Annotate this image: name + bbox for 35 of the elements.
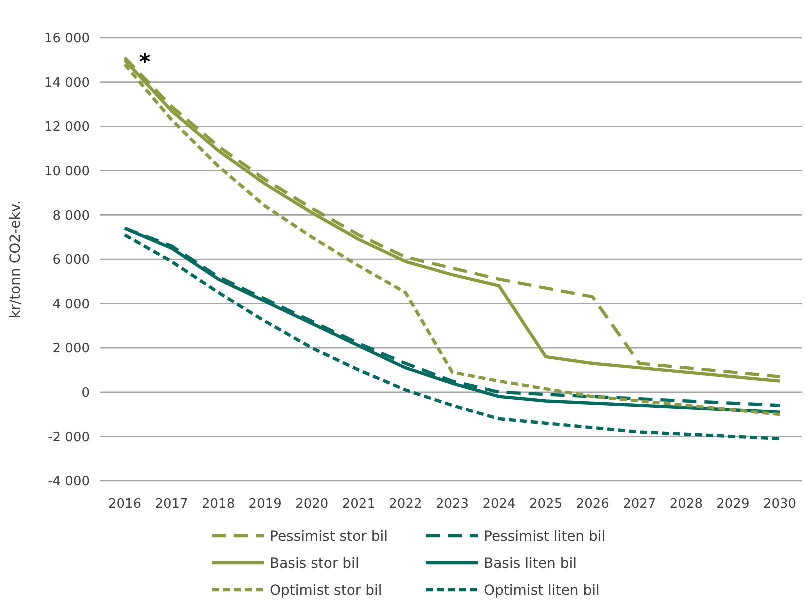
x-tick-label: 2029: [716, 497, 750, 512]
y-axis-title: kr/tonn CO2-ekv.: [8, 200, 24, 318]
annotation: *: [139, 50, 152, 76]
x-tick-label: 2025: [530, 497, 563, 512]
y-tick-label: 6 000: [52, 253, 90, 268]
x-tick-label: 2018: [202, 497, 236, 512]
y-tick-label: -2 000: [48, 430, 90, 446]
x-tick-label: 2030: [763, 497, 797, 512]
legend-label: Basis stor bil: [270, 556, 360, 572]
legend-label: Pessimist stor bil: [270, 528, 388, 545]
line-series: [123, 234, 782, 441]
x-tick-label: 2017: [155, 497, 188, 512]
x-tick-label: 2023: [436, 497, 470, 512]
x-tick-label: 2016: [108, 497, 142, 512]
x-tick-label: 2026: [576, 497, 610, 512]
y-tick-label: 10 000: [44, 164, 90, 180]
y-tick-label: 8 000: [52, 208, 90, 224]
y-tick-label: 12 000: [44, 120, 90, 136]
y-tick-label: -4 000: [48, 474, 90, 490]
x-tick-label: 2021: [342, 497, 376, 512]
x-tick-label: 2024: [482, 497, 516, 512]
legend-label: Optimist liten bil: [484, 582, 600, 599]
legend-label: Optimist stor bil: [270, 582, 382, 599]
legend-label: Basis liten bil: [484, 556, 577, 572]
y-tick-label: 0: [82, 386, 90, 401]
x-tick-label: 2020: [296, 497, 329, 512]
x-tick-label: 2019: [248, 497, 282, 512]
y-tick-label: 2 000: [52, 342, 90, 357]
x-tick-label: 2022: [389, 497, 422, 512]
y-tick-label: 4 000: [52, 297, 90, 312]
x-tick-label: 2028: [670, 497, 703, 512]
y-tick-label: 14 000: [44, 76, 90, 91]
legend-label: Pessimist liten bil: [484, 528, 606, 545]
y-tick-label: 16 000: [44, 32, 90, 47]
x-tick-label: 2027: [623, 497, 656, 512]
